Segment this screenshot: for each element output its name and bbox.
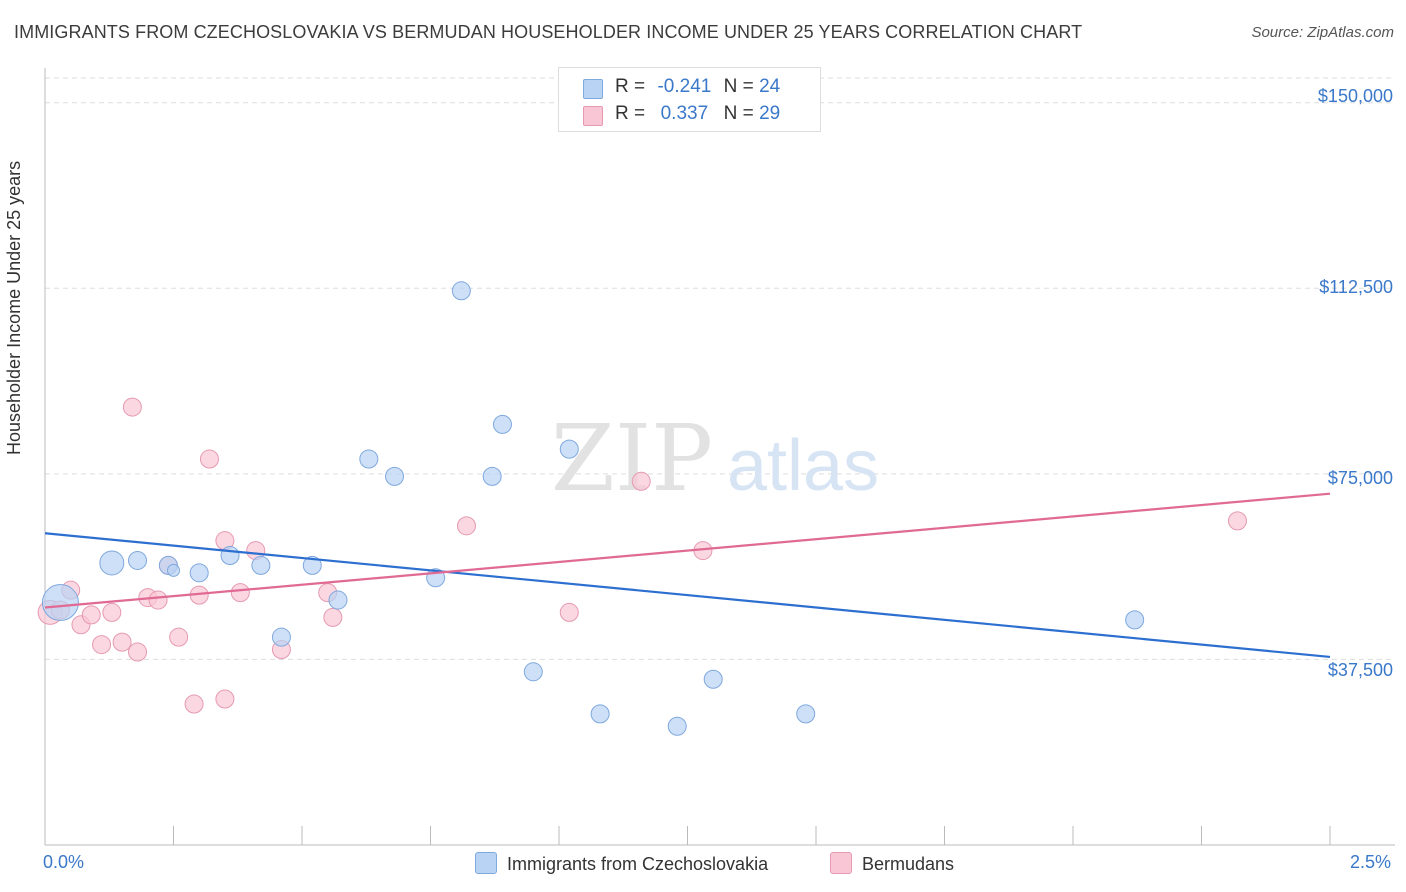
x-tick-label-max: 2.5% [1350,852,1392,872]
chart-title: IMMIGRANTS FROM CZECHOSLOVAKIA VS BERMUD… [14,22,1083,42]
point-bermudans [184,694,204,714]
point-bermudans [148,590,168,610]
point-czechoslovakia [492,414,512,434]
legend-swatch-pink [583,106,603,126]
source-label: Source: ZipAtlas.com [1251,24,1394,41]
y-tick-label-150000: $150,000 [1317,86,1393,106]
point-bermudans [559,602,579,622]
point-czechoslovakia [251,555,271,575]
point-czechoslovakia [703,669,723,689]
watermark-atlas: atlas [727,426,879,506]
bottom-legend-czechoslovakia[interactable]: Immigrants from Czechoslovakia [475,852,768,875]
point-bermudans [128,642,148,662]
trend-line-czechoslovakia [44,532,1331,659]
point-czechoslovakia [128,550,148,570]
legend-label-czechoslovakia: Immigrants from Czechoslovakia [507,854,769,874]
legend-n-value: 24 [759,76,781,97]
point-bermudans [112,632,132,652]
point-bermudans [102,602,122,622]
watermark-zip: ZIP [551,405,713,512]
point-czechoslovakia [385,466,405,486]
axes [44,68,1395,846]
point-czechoslovakia [167,563,180,577]
x-tick-label-min: 0.0% [43,852,85,872]
point-bermudans [215,689,235,709]
y-tick-label-112500: $112,500 [1319,277,1393,297]
point-bermudans [81,605,101,625]
point-czechoslovakia [41,584,79,622]
legend-r-value: -0.241 [657,76,712,97]
trend-line-bermudans [44,492,1331,609]
point-czechoslovakia [359,449,379,469]
point-czechoslovakia [667,716,687,736]
legend-r-label: R = [615,76,646,97]
point-czechoslovakia [451,281,471,301]
legend-swatch-blue [583,79,603,99]
gridlines [45,77,1395,660]
bottom-legend-bermudans[interactable]: Bermudans [830,852,954,875]
y-tick-label-75000: $75,000 [1327,468,1393,488]
legend-n-value: 29 [759,103,781,124]
point-bermudans [631,471,651,491]
y-tick-label-37500: $37,500 [1327,660,1393,680]
watermark: ZIP atlas [551,405,879,512]
point-czechoslovakia [482,466,502,486]
point-czechoslovakia [271,627,291,647]
point-czechoslovakia [796,704,816,724]
point-bermudans [1227,511,1247,531]
point-bermudans [323,607,343,627]
point-czechoslovakia [1125,610,1145,630]
point-czechoslovakia [99,550,125,576]
legend-label-bermudans: Bermudans [862,854,955,874]
legend-n-label: N = [723,103,754,124]
legend-n-label: N = [723,76,754,97]
point-czechoslovakia [559,439,579,459]
point-bermudans [199,449,219,469]
point-bermudans [92,635,112,655]
point-czechoslovakia [302,555,322,575]
point-bermudans [122,397,142,417]
legend-r-label: R = [615,103,646,124]
series-czechoslovakia [41,281,1145,736]
point-bermudans [169,627,189,647]
point-bermudans [456,516,476,536]
legend-swatch-pink [830,852,852,874]
point-czechoslovakia [189,563,209,583]
legend-swatch-blue [475,852,497,874]
point-czechoslovakia [220,546,240,566]
legend-r-value: 0.337 [660,103,709,124]
point-czechoslovakia [328,590,348,610]
correlation-legend: R = -0.241 N = 24 R = 0.337 N = 29 [558,67,821,132]
point-bermudans [230,583,250,603]
point-czechoslovakia [523,662,543,682]
point-czechoslovakia [590,704,610,724]
trend-lines [44,492,1331,659]
y-axis-label: Householder Income Under 25 years [4,160,24,455]
